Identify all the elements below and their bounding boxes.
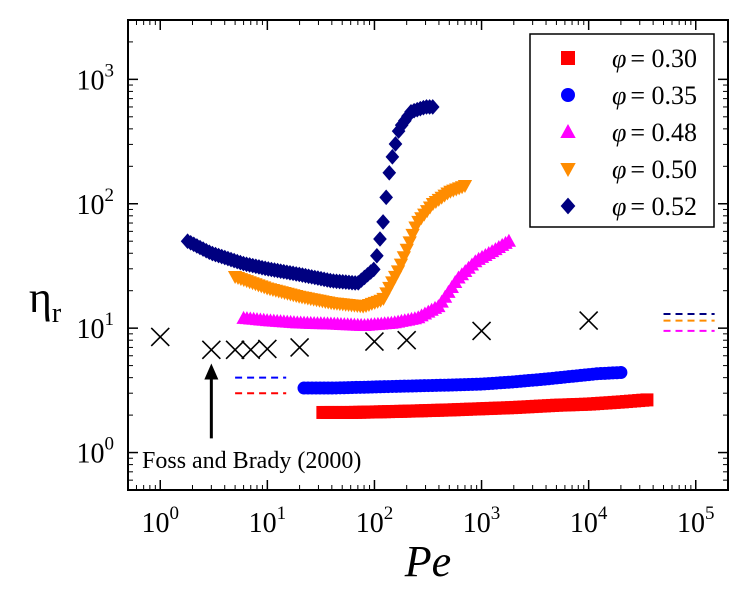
data-point	[614, 366, 628, 380]
data-point	[379, 189, 393, 206]
data-point	[201, 340, 221, 360]
legend: φ = 0.30 φ = 0.35 φ = 0.48 φ = 0.50 φ = 0.52	[529, 33, 715, 228]
legend-marker	[561, 51, 575, 65]
y-axis-label: ηr	[29, 273, 62, 329]
legend-marker	[560, 197, 576, 215]
data-point	[366, 261, 381, 278]
series-3	[227, 180, 473, 314]
data-point	[241, 340, 261, 360]
x-tick-label: 105	[677, 503, 715, 539]
series-4	[180, 99, 440, 291]
legend-label: φ = 0.52	[612, 192, 697, 221]
data-point	[579, 311, 599, 331]
plot-area-frame	[127, 19, 729, 491]
legend-entry: φ = 0.48	[560, 118, 697, 147]
data-point	[457, 180, 473, 194]
data-point	[471, 321, 492, 341]
legend-entry: φ = 0.30	[561, 44, 697, 73]
legend-entry: φ = 0.50	[560, 155, 697, 184]
legend-entry: φ = 0.35	[561, 81, 697, 110]
legend-marker	[561, 88, 575, 102]
y-tick-label: 102	[77, 185, 115, 221]
series-2	[236, 233, 517, 332]
series-1	[297, 366, 628, 395]
data-point	[364, 332, 385, 352]
x-tick-label: 102	[356, 503, 394, 539]
legend-label: φ = 0.30	[612, 44, 697, 73]
legend-box	[529, 33, 715, 228]
x-tick-label: 101	[249, 503, 287, 539]
data-point	[388, 136, 403, 152]
y-tick-label: 101	[77, 309, 115, 345]
x-tick-label: 103	[463, 503, 501, 539]
legend-label: φ = 0.50	[612, 155, 697, 184]
data-point	[225, 340, 245, 360]
data-point	[150, 327, 170, 347]
data-point	[640, 393, 654, 407]
data-point	[385, 149, 400, 165]
data-point	[425, 99, 440, 115]
data-point	[370, 247, 384, 264]
data-point	[501, 233, 517, 247]
data-point	[290, 337, 310, 357]
x-axis-label: Pe	[404, 537, 451, 584]
series-5	[150, 311, 599, 360]
y-tick-label: 100	[77, 434, 115, 470]
legend-label: φ = 0.48	[612, 118, 697, 147]
annotation-arrow-head	[204, 363, 219, 380]
legend-label: φ = 0.35	[612, 81, 697, 110]
axis-layer: 100 101 102 103 104 105 100 101 102 103	[77, 19, 729, 539]
legend-marker	[560, 163, 576, 178]
data-point	[397, 330, 417, 350]
legend-entry: φ = 0.52	[560, 192, 697, 221]
data-point	[382, 165, 397, 181]
data-point	[373, 231, 387, 247]
plot-layer	[150, 99, 715, 419]
annotation: Foss and Brady (2000)	[142, 363, 361, 474]
x-tick-label: 104	[570, 503, 608, 539]
y-tick-label: 103	[77, 60, 115, 96]
data-point	[257, 339, 277, 359]
data-point	[376, 214, 390, 230]
series-0	[316, 393, 654, 419]
annotation-label: Foss and Brady (2000)	[142, 448, 361, 474]
x-tick-label: 100	[141, 503, 179, 539]
legend-marker	[560, 123, 576, 138]
